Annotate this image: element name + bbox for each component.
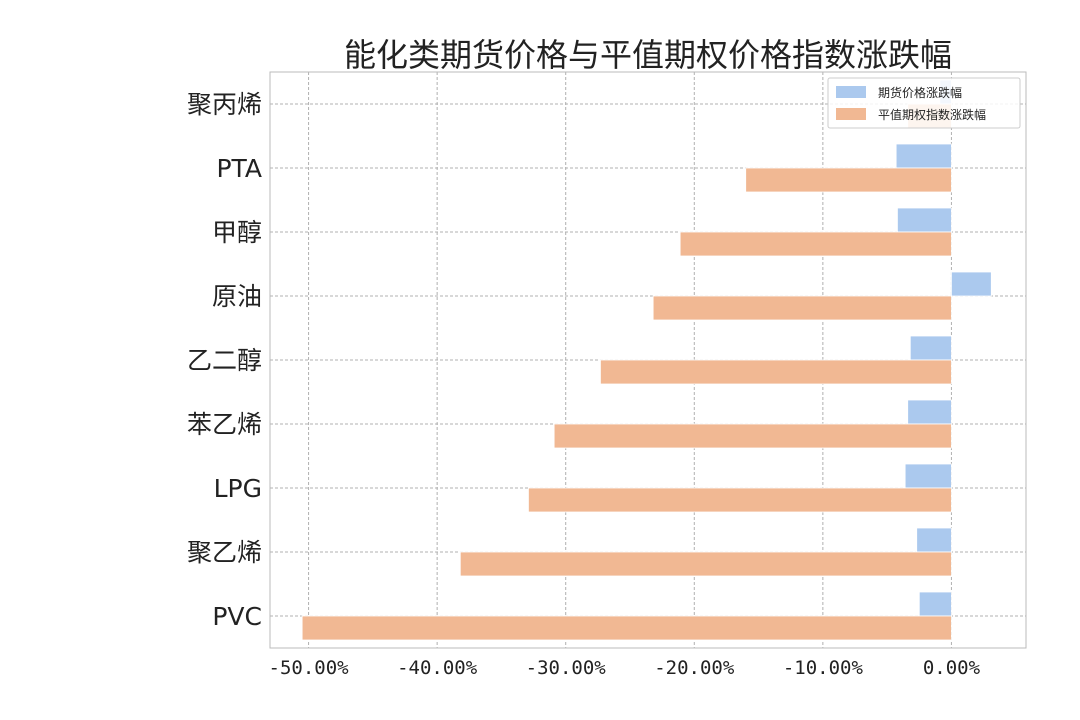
plot-frame [269,71,1027,649]
bar-futures [897,207,952,233]
legend-swatch-options [836,108,866,120]
category-label: 原油 [212,282,262,311]
bar-options [301,615,952,641]
bar-options [528,487,952,513]
x-tick-label: -40.00% [397,657,478,679]
bar-futures [895,143,952,169]
x-tick-label: -50.00% [269,657,350,679]
x-tick-label: -10.00% [783,657,864,679]
bar-options [553,423,952,449]
bar-options [459,551,952,577]
category-label: 甲醇 [212,218,262,247]
category-label: LPG [214,474,262,503]
legend-label-futures: 期货价格涨跌幅 [878,85,962,100]
legend-label-options: 平值期权指数涨跌幅 [878,107,986,122]
x-tick-label: 0.00% [923,657,981,679]
bars [301,79,992,641]
bar-futures [951,271,992,297]
bar-futures [904,463,952,489]
legend-box [827,77,1021,129]
legend: 期货价格涨跌幅 平值期权指数涨跌幅 [827,77,1021,129]
category-label: PTA [216,154,262,183]
bar-options [600,359,952,385]
bar-futures [916,527,952,553]
x-tick-labels: -50.00% -40.00% -30.00% -20.00% -10.00% 0.00% [269,657,981,679]
chart-title: 能化类期货价格与平值期权价格指数涨跌幅 [344,36,952,74]
bar-options [679,231,952,257]
category-label: 苯乙烯 [187,410,262,439]
category-label: 聚丙烯 [187,90,262,119]
x-tick-label: -20.00% [654,657,735,679]
category-label: PVC [212,602,262,631]
bar-options [745,167,952,193]
bar-futures [907,399,952,425]
category-label: 乙二醇 [187,346,262,375]
bar-futures [909,335,952,361]
bar-futures [918,591,952,617]
bar-options [652,295,952,321]
x-tick-label: -30.00% [526,657,607,679]
category-label: 聚乙烯 [187,538,262,567]
legend-swatch-futures [836,86,866,98]
